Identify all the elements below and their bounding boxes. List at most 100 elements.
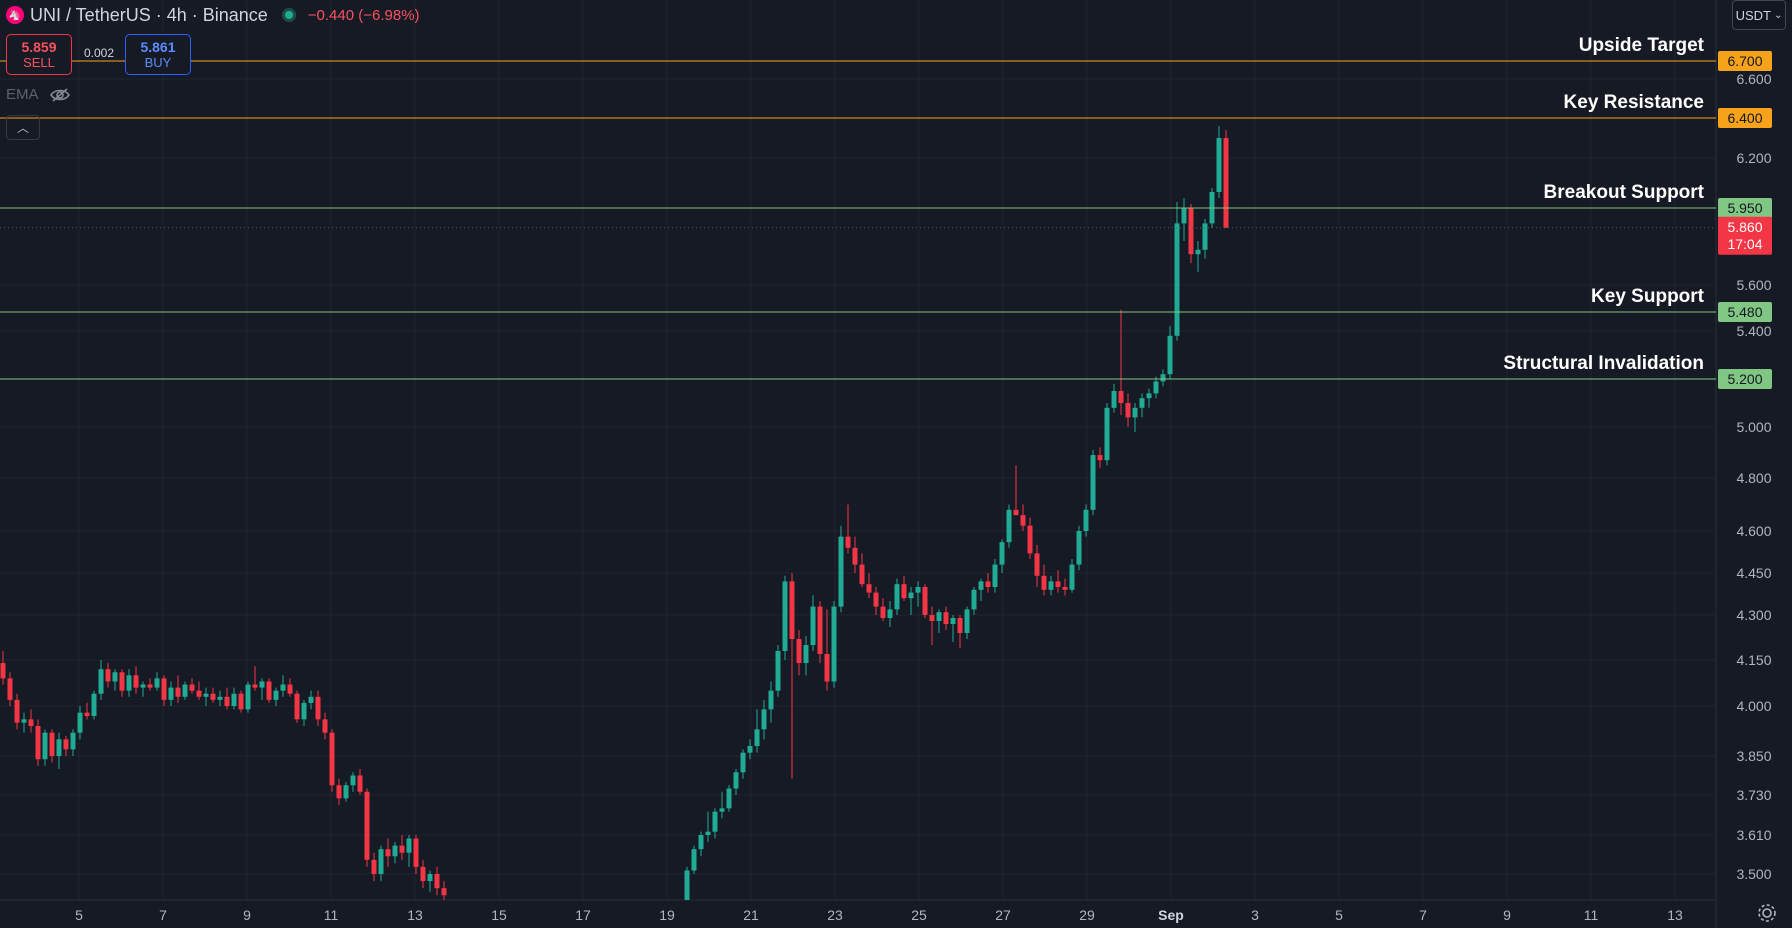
y-tick-label: 3.730 <box>1736 787 1771 803</box>
candle <box>252 666 258 691</box>
candle-body <box>245 684 251 710</box>
settings-gear-icon[interactable] <box>1756 902 1778 924</box>
candle <box>63 736 69 756</box>
candle <box>1153 376 1159 399</box>
eye-hidden-icon[interactable] <box>49 87 71 103</box>
candle-body <box>1041 575 1047 590</box>
y-tick-label: 6.600 <box>1736 71 1771 87</box>
y-tick-label: 3.610 <box>1736 827 1771 843</box>
candle-body <box>371 859 377 874</box>
candle-body <box>873 592 879 607</box>
y-tick-label: 6.200 <box>1736 150 1771 166</box>
candle <box>406 835 412 867</box>
candle <box>684 866 690 900</box>
x-tick-label: 21 <box>743 907 759 923</box>
sell-price: 5.859 <box>21 39 57 55</box>
candle <box>343 782 349 802</box>
candle-body <box>705 831 711 835</box>
candle-body <box>287 684 293 694</box>
x-tick-label: 9 <box>243 907 251 923</box>
x-tick-label: Sep <box>1158 907 1184 923</box>
candle-body <box>803 645 809 664</box>
y-tick-label: 4.000 <box>1736 698 1771 714</box>
candle <box>217 690 223 706</box>
candle-body <box>1104 407 1110 461</box>
y-tick-label: 4.600 <box>1736 523 1771 539</box>
candle-body <box>301 702 307 720</box>
candle <box>894 578 900 615</box>
candle-body <box>1097 455 1103 461</box>
candle-body <box>112 672 118 682</box>
currency-select[interactable]: USDT ⌄ <box>1732 0 1786 30</box>
candle <box>768 681 774 723</box>
candle <box>810 595 816 651</box>
candle <box>943 606 949 630</box>
candle <box>441 881 447 900</box>
candle <box>357 769 363 795</box>
candle-body <box>63 739 69 750</box>
x-tick-label: 5 <box>1335 907 1343 923</box>
candle <box>1174 202 1180 341</box>
candle-body <box>1181 208 1187 224</box>
candle <box>112 669 118 691</box>
candle <box>273 687 279 706</box>
candle <box>77 706 83 740</box>
candle <box>992 559 998 593</box>
candle <box>203 687 209 706</box>
chevron-down-icon: ⌄ <box>1774 9 1783 21</box>
candle <box>1111 383 1117 413</box>
candle <box>35 719 41 766</box>
candle-body <box>406 838 412 853</box>
candle-body <box>189 684 195 691</box>
symbol-title[interactable]: UNI / TetherUS · 4h · Binance <box>30 4 268 25</box>
candle-body <box>91 693 97 716</box>
collapse-legend-button[interactable]: ︿ <box>6 115 40 140</box>
y-tick-label: 4.300 <box>1736 607 1771 623</box>
candle-body <box>1223 138 1229 228</box>
sell-button[interactable]: 5.859 SELL <box>6 34 72 75</box>
candle-body <box>357 775 363 792</box>
candle <box>1097 447 1103 468</box>
candle <box>761 699 767 740</box>
candle <box>999 539 1005 573</box>
y-tick-label: 5.000 <box>1736 419 1771 435</box>
candle-body <box>887 609 893 618</box>
candle <box>1139 393 1145 418</box>
candle-body <box>7 678 13 700</box>
candle <box>1055 570 1061 593</box>
candle-body <box>252 684 258 688</box>
candle-body <box>782 581 788 651</box>
candle <box>782 575 788 660</box>
candle-body <box>308 696 314 703</box>
candle-body <box>1055 581 1061 587</box>
candle-body <box>0 663 6 679</box>
candle <box>1013 465 1019 516</box>
buy-button[interactable]: 5.861 BUY <box>125 34 191 75</box>
candle <box>392 842 398 864</box>
candle-body <box>182 684 188 697</box>
candle-body <box>161 678 167 700</box>
ema-label[interactable]: EMA <box>6 86 39 103</box>
candle <box>754 709 760 753</box>
candle-body <box>789 581 795 639</box>
x-tick-label: 19 <box>659 907 675 923</box>
candle-body <box>385 849 391 857</box>
candle-body <box>866 584 872 593</box>
candle <box>1069 559 1075 593</box>
candle <box>740 749 746 779</box>
candle <box>56 732 62 769</box>
candle-body <box>336 785 342 799</box>
candle <box>1181 198 1187 241</box>
candle <box>364 788 370 867</box>
candle <box>168 681 174 706</box>
candle <box>922 584 928 618</box>
spread-value: 0.002 <box>84 46 115 60</box>
level-price-tag <box>1718 198 1772 218</box>
candle <box>210 687 216 703</box>
x-tick-label: 27 <box>995 907 1011 923</box>
candle-body <box>1174 223 1180 336</box>
candle-body <box>294 693 300 720</box>
candle <box>1188 204 1194 263</box>
candle <box>21 712 27 733</box>
